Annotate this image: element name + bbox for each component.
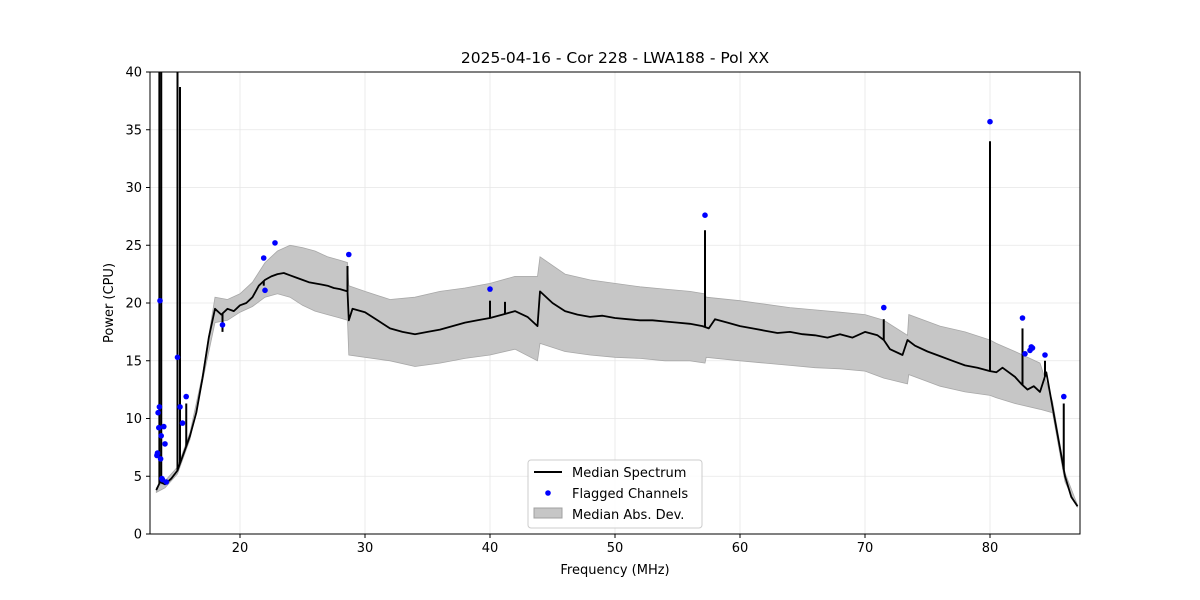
legend-swatch-flagged-channels bbox=[545, 490, 551, 496]
flagged-channel-point bbox=[272, 240, 278, 246]
x-tick-label-20: 20 bbox=[232, 541, 249, 556]
x-tick-label-60: 60 bbox=[732, 541, 749, 556]
flagged-channel-point bbox=[156, 424, 162, 431]
flagged-channel-point bbox=[219, 322, 226, 328]
flagged-channel-point bbox=[163, 479, 170, 485]
flagged-channel-point bbox=[174, 354, 181, 361]
y-tick-label-15: 15 bbox=[125, 354, 142, 369]
legend-box bbox=[527, 459, 703, 529]
legend-label-flagged-channels: Flagged Channels bbox=[572, 487, 688, 502]
legend-label-mad: Median Abs. Dev. bbox=[572, 508, 684, 523]
x-tick-label-30: 30 bbox=[357, 541, 374, 556]
flagged-channel-point bbox=[1029, 345, 1036, 351]
flagged-channel-point bbox=[1022, 351, 1028, 357]
flagged-channel-point bbox=[158, 433, 164, 439]
flagged-channel-point bbox=[1061, 393, 1067, 400]
flagged-channel-point bbox=[156, 404, 163, 410]
flagged-channel-point bbox=[157, 456, 164, 462]
y-tick-label-5: 5 bbox=[134, 470, 142, 485]
flagged-channel-point bbox=[702, 212, 708, 218]
y-tick-label-20: 20 bbox=[125, 297, 142, 312]
y-tick-label-10: 10 bbox=[125, 412, 142, 427]
mad-band bbox=[155, 244, 1078, 508]
legend-label-median-spectrum: Median Spectrum bbox=[572, 466, 686, 481]
flagged-channel-point bbox=[987, 118, 993, 125]
flagged-channel-point bbox=[1019, 315, 1026, 321]
flagged-channel-point bbox=[162, 441, 168, 447]
chart-title: 2025-04-16 - Cor 228 - LWA188 - Pol XX bbox=[461, 49, 770, 67]
legend-swatch-mad bbox=[533, 507, 563, 519]
flagged-channel-point bbox=[262, 287, 268, 294]
x-tick-label-50: 50 bbox=[607, 541, 624, 556]
median-spectrum-line bbox=[155, 272, 1079, 507]
flagged-channel-point bbox=[260, 255, 267, 261]
flagged-channel-point bbox=[154, 450, 161, 456]
flagged-channel-point bbox=[1042, 352, 1048, 358]
flagged-channel-point bbox=[161, 423, 167, 430]
flagged-channel-point bbox=[487, 286, 493, 292]
y-tick-label-35: 35 bbox=[125, 123, 142, 138]
flagged-channel-point bbox=[346, 251, 352, 258]
flagged-channel-point bbox=[179, 420, 186, 426]
x-tick-label-40: 40 bbox=[482, 541, 499, 556]
flagged-channel-point bbox=[183, 393, 189, 400]
flagged-channel-point bbox=[881, 304, 887, 311]
y-tick-label-0: 0 bbox=[134, 528, 142, 543]
x-tick-label-70: 70 bbox=[857, 541, 874, 556]
legend: Median Spectrum Flagged Channels Median … bbox=[527, 459, 703, 529]
flagged-channel-point bbox=[157, 297, 163, 304]
y-axis-label: Power (CPU) bbox=[102, 263, 117, 343]
y-tick-label-30: 30 bbox=[125, 181, 142, 196]
y-tick-label-25: 25 bbox=[125, 239, 142, 254]
flagged-channel-point bbox=[177, 404, 183, 410]
y-tick-label-40: 40 bbox=[125, 66, 142, 81]
x-axis-label: Frequency (MHz) bbox=[560, 563, 669, 578]
y-axis: 0 5 10 15 20 25 30 35 40 bbox=[125, 66, 150, 543]
x-axis: 20 30 40 50 60 70 80 bbox=[232, 534, 999, 556]
x-tick-label-80: 80 bbox=[982, 541, 999, 556]
flagged-channel-point bbox=[155, 409, 161, 416]
plot-area bbox=[154, 72, 1079, 508]
